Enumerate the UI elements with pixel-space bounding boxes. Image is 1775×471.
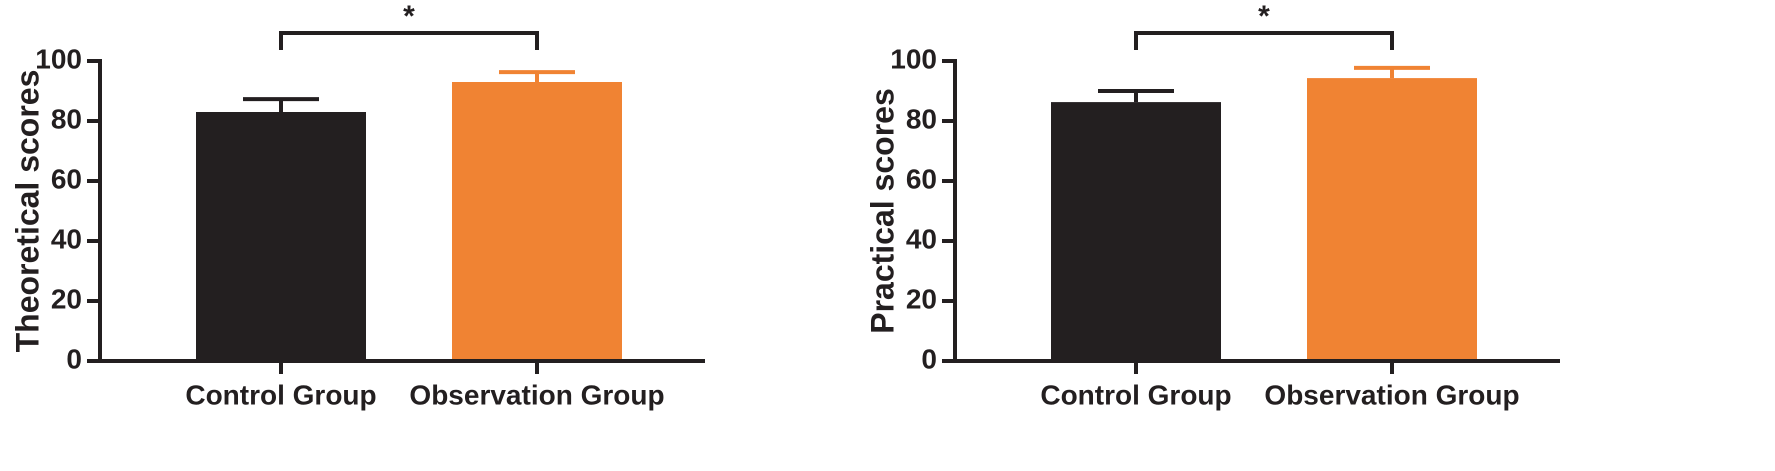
significance-bracket xyxy=(1134,31,1394,50)
y-tick-label: 40 xyxy=(906,223,937,254)
error-bar xyxy=(1354,65,1430,79)
axes xyxy=(98,59,705,363)
error-bar xyxy=(1098,89,1174,103)
error-bar xyxy=(499,70,575,82)
x-tick-label: Control Group xyxy=(1040,379,1231,410)
y-tick-label: 20 xyxy=(51,283,82,314)
significance-marker: * xyxy=(1258,0,1270,33)
x-tick-label: Control Group xyxy=(185,379,376,410)
bar xyxy=(452,82,622,361)
y-tick-label: 80 xyxy=(906,103,937,134)
y-tick-label: 100 xyxy=(890,43,937,74)
error-bar xyxy=(243,97,319,112)
y-tick-label: 20 xyxy=(906,283,937,314)
axes xyxy=(953,59,1560,363)
y-tick-label: 80 xyxy=(51,103,82,134)
y-tick-label: 0 xyxy=(921,343,937,374)
y-axis-label: Practical scores xyxy=(864,88,900,334)
y-tick-label: 100 xyxy=(35,43,82,74)
significance-bracket xyxy=(279,31,539,50)
x-tick-label: Observation Group xyxy=(1264,379,1519,410)
y-tick-label: 60 xyxy=(906,163,937,194)
significance-marker: * xyxy=(403,0,415,33)
bar xyxy=(1051,102,1221,361)
y-tick-label: 40 xyxy=(51,223,82,254)
y-tick-label: 0 xyxy=(66,343,82,374)
y-tick-label: 60 xyxy=(51,163,82,194)
y-axis-label: Theoretical scores xyxy=(9,70,45,353)
x-tick-label: Observation Group xyxy=(409,379,664,410)
bar xyxy=(1307,78,1477,361)
bar xyxy=(196,112,366,361)
